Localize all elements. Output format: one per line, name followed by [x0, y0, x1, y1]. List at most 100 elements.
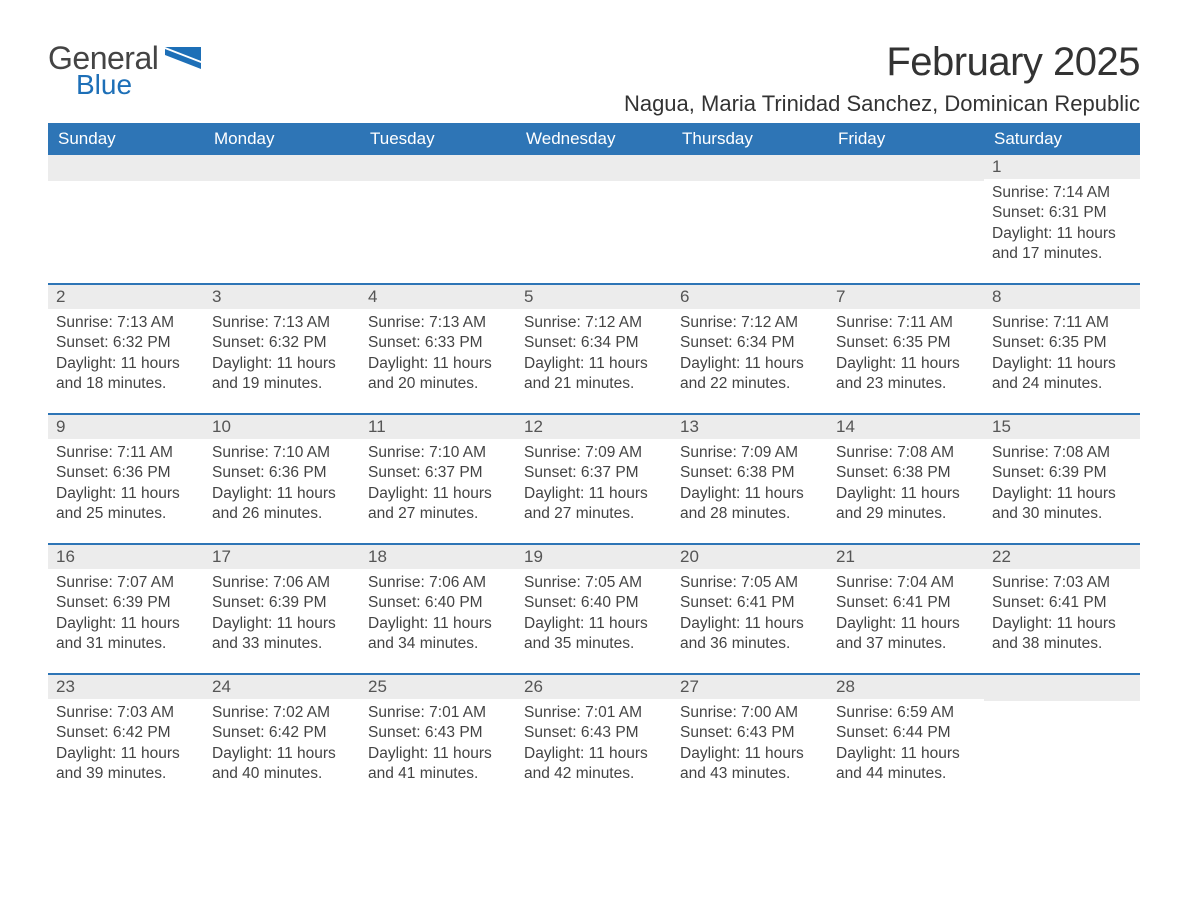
day-number [516, 155, 672, 181]
day-number: 4 [360, 285, 516, 309]
day-details: Sunrise: 7:08 AMSunset: 6:39 PMDaylight:… [984, 439, 1140, 525]
sunrise-line: Sunrise: 7:08 AM [992, 443, 1132, 463]
calendar-day-cell [204, 155, 360, 283]
sunrise-line: Sunrise: 7:03 AM [56, 703, 196, 723]
daylight-line: Daylight: 11 hours and 22 minutes. [680, 354, 820, 395]
day-number: 6 [672, 285, 828, 309]
sunset-line: Sunset: 6:32 PM [56, 333, 196, 353]
calendar-day-cell: 22Sunrise: 7:03 AMSunset: 6:41 PMDayligh… [984, 545, 1140, 673]
calendar-day-cell: 23Sunrise: 7:03 AMSunset: 6:42 PMDayligh… [48, 675, 204, 803]
daylight-line: Daylight: 11 hours and 20 minutes. [368, 354, 508, 395]
calendar-day-cell: 9Sunrise: 7:11 AMSunset: 6:36 PMDaylight… [48, 415, 204, 543]
sunrise-line: Sunrise: 7:02 AM [212, 703, 352, 723]
day-details: Sunrise: 7:03 AMSunset: 6:42 PMDaylight:… [48, 699, 204, 785]
day-number: 20 [672, 545, 828, 569]
calendar-week: 16Sunrise: 7:07 AMSunset: 6:39 PMDayligh… [48, 543, 1140, 673]
daylight-line: Daylight: 11 hours and 39 minutes. [56, 744, 196, 785]
calendar-day-cell: 5Sunrise: 7:12 AMSunset: 6:34 PMDaylight… [516, 285, 672, 413]
sunset-line: Sunset: 6:40 PM [524, 593, 664, 613]
calendar-day-cell: 10Sunrise: 7:10 AMSunset: 6:36 PMDayligh… [204, 415, 360, 543]
month-title: February 2025 [624, 40, 1140, 85]
day-details: Sunrise: 7:11 AMSunset: 6:36 PMDaylight:… [48, 439, 204, 525]
calendar-day-cell: 24Sunrise: 7:02 AMSunset: 6:42 PMDayligh… [204, 675, 360, 803]
calendar-day-cell [516, 155, 672, 283]
daylight-line: Daylight: 11 hours and 27 minutes. [368, 484, 508, 525]
day-number: 25 [360, 675, 516, 699]
day-number: 8 [984, 285, 1140, 309]
calendar-week: 2Sunrise: 7:13 AMSunset: 6:32 PMDaylight… [48, 283, 1140, 413]
sunrise-line: Sunrise: 7:08 AM [836, 443, 976, 463]
weekday-header: Saturday [984, 123, 1140, 155]
daylight-line: Daylight: 11 hours and 28 minutes. [680, 484, 820, 525]
day-number [672, 155, 828, 181]
sunrise-line: Sunrise: 6:59 AM [836, 703, 976, 723]
calendar-day-cell: 14Sunrise: 7:08 AMSunset: 6:38 PMDayligh… [828, 415, 984, 543]
calendar-day-cell [672, 155, 828, 283]
day-details: Sunrise: 7:13 AMSunset: 6:33 PMDaylight:… [360, 309, 516, 395]
day-number [360, 155, 516, 181]
sunrise-line: Sunrise: 7:13 AM [368, 313, 508, 333]
sunrise-line: Sunrise: 7:14 AM [992, 183, 1132, 203]
day-number: 23 [48, 675, 204, 699]
day-number: 5 [516, 285, 672, 309]
daylight-line: Daylight: 11 hours and 17 minutes. [992, 224, 1132, 265]
daylight-line: Daylight: 11 hours and 21 minutes. [524, 354, 664, 395]
daylight-line: Daylight: 11 hours and 30 minutes. [992, 484, 1132, 525]
day-number: 19 [516, 545, 672, 569]
day-details: Sunrise: 7:06 AMSunset: 6:40 PMDaylight:… [360, 569, 516, 655]
sunset-line: Sunset: 6:37 PM [524, 463, 664, 483]
daylight-line: Daylight: 11 hours and 24 minutes. [992, 354, 1132, 395]
sunrise-line: Sunrise: 7:09 AM [524, 443, 664, 463]
calendar-day-cell: 20Sunrise: 7:05 AMSunset: 6:41 PMDayligh… [672, 545, 828, 673]
calendar-day-cell: 15Sunrise: 7:08 AMSunset: 6:39 PMDayligh… [984, 415, 1140, 543]
calendar-day-cell: 12Sunrise: 7:09 AMSunset: 6:37 PMDayligh… [516, 415, 672, 543]
day-number: 17 [204, 545, 360, 569]
day-number: 1 [984, 155, 1140, 179]
day-details: Sunrise: 7:11 AMSunset: 6:35 PMDaylight:… [984, 309, 1140, 395]
day-details: Sunrise: 7:00 AMSunset: 6:43 PMDaylight:… [672, 699, 828, 785]
sunset-line: Sunset: 6:43 PM [680, 723, 820, 743]
day-number: 9 [48, 415, 204, 439]
day-details: Sunrise: 7:09 AMSunset: 6:38 PMDaylight:… [672, 439, 828, 525]
daylight-line: Daylight: 11 hours and 37 minutes. [836, 614, 976, 655]
day-number: 27 [672, 675, 828, 699]
sunrise-line: Sunrise: 7:13 AM [56, 313, 196, 333]
sunset-line: Sunset: 6:43 PM [368, 723, 508, 743]
day-number [204, 155, 360, 181]
calendar-day-cell [48, 155, 204, 283]
daylight-line: Daylight: 11 hours and 38 minutes. [992, 614, 1132, 655]
sunset-line: Sunset: 6:38 PM [836, 463, 976, 483]
sunset-line: Sunset: 6:36 PM [212, 463, 352, 483]
day-number: 15 [984, 415, 1140, 439]
calendar-day-cell: 4Sunrise: 7:13 AMSunset: 6:33 PMDaylight… [360, 285, 516, 413]
sunrise-line: Sunrise: 7:12 AM [680, 313, 820, 333]
sunset-line: Sunset: 6:34 PM [680, 333, 820, 353]
calendar-day-cell: 2Sunrise: 7:13 AMSunset: 6:32 PMDaylight… [48, 285, 204, 413]
daylight-line: Daylight: 11 hours and 40 minutes. [212, 744, 352, 785]
day-details: Sunrise: 7:12 AMSunset: 6:34 PMDaylight:… [672, 309, 828, 395]
weekday-header: Thursday [672, 123, 828, 155]
calendar-day-cell [360, 155, 516, 283]
sunrise-line: Sunrise: 7:11 AM [992, 313, 1132, 333]
daylight-line: Daylight: 11 hours and 23 minutes. [836, 354, 976, 395]
day-number: 3 [204, 285, 360, 309]
day-details: Sunrise: 7:14 AMSunset: 6:31 PMDaylight:… [984, 179, 1140, 265]
calendar-day-cell [984, 675, 1140, 803]
day-details: Sunrise: 7:05 AMSunset: 6:40 PMDaylight:… [516, 569, 672, 655]
sunset-line: Sunset: 6:35 PM [992, 333, 1132, 353]
day-details: Sunrise: 7:01 AMSunset: 6:43 PMDaylight:… [360, 699, 516, 785]
calendar-day-cell: 25Sunrise: 7:01 AMSunset: 6:43 PMDayligh… [360, 675, 516, 803]
calendar-day-cell: 6Sunrise: 7:12 AMSunset: 6:34 PMDaylight… [672, 285, 828, 413]
day-details: Sunrise: 7:04 AMSunset: 6:41 PMDaylight:… [828, 569, 984, 655]
daylight-line: Daylight: 11 hours and 19 minutes. [212, 354, 352, 395]
sunrise-line: Sunrise: 7:05 AM [680, 573, 820, 593]
title-block: February 2025 Nagua, Maria Trinidad Sanc… [624, 40, 1140, 117]
day-details: Sunrise: 7:11 AMSunset: 6:35 PMDaylight:… [828, 309, 984, 395]
day-number [984, 675, 1140, 701]
sunrise-line: Sunrise: 7:00 AM [680, 703, 820, 723]
day-number: 10 [204, 415, 360, 439]
sunrise-line: Sunrise: 7:05 AM [524, 573, 664, 593]
daylight-line: Daylight: 11 hours and 44 minutes. [836, 744, 976, 785]
calendar-day-cell: 13Sunrise: 7:09 AMSunset: 6:38 PMDayligh… [672, 415, 828, 543]
day-number [828, 155, 984, 181]
